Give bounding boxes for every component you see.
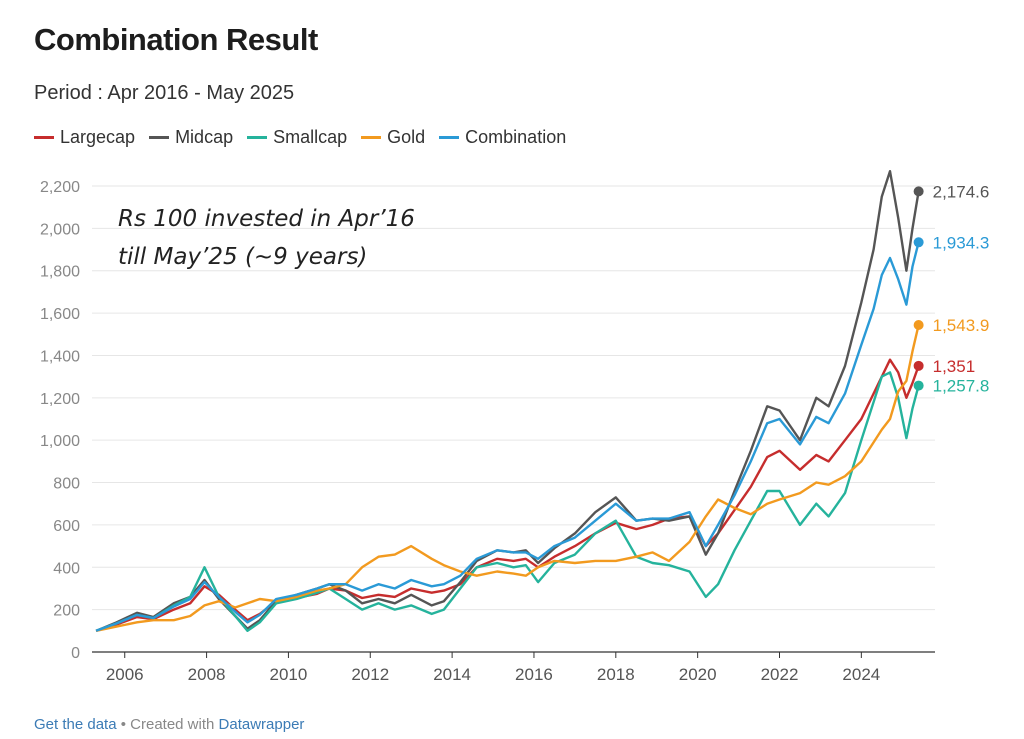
end-point-combination bbox=[913, 237, 924, 248]
datawrapper-link[interactable]: Datawrapper bbox=[218, 716, 305, 733]
y-tick-label-2200: 2,200 bbox=[40, 179, 80, 196]
legend-label-gold: Gold bbox=[387, 127, 426, 147]
legend-label-midcap: Midcap bbox=[175, 127, 234, 147]
chart-title: Combination Result bbox=[34, 22, 318, 57]
end-label-smallcap: 1,257.8 bbox=[933, 377, 990, 396]
annotation-line-1: Rs 100 invested in Apr’16 bbox=[118, 206, 415, 232]
end-label-largecap: 1,351 bbox=[933, 357, 976, 376]
end-point-midcap bbox=[913, 186, 924, 197]
end-point-largecap bbox=[913, 360, 924, 371]
x-tick-label-2024: 2024 bbox=[842, 665, 880, 684]
x-tick-label-2010: 2010 bbox=[270, 665, 308, 684]
series-line-largecap bbox=[95, 358, 920, 632]
y-tick-label-1200: 1,200 bbox=[40, 391, 80, 408]
legend-swatch-gold bbox=[361, 136, 382, 139]
end-point-smallcap bbox=[913, 380, 924, 391]
end-label-midcap: 2,174.6 bbox=[933, 182, 990, 201]
y-tick-label-1000: 1,000 bbox=[40, 433, 80, 450]
y-tick-label-600: 600 bbox=[53, 518, 80, 535]
series-line-combination bbox=[95, 242, 920, 632]
end-point-gold bbox=[913, 319, 924, 330]
legend-swatch-smallcap bbox=[247, 136, 268, 139]
series-line-smallcap bbox=[95, 371, 920, 632]
series-line-gold bbox=[95, 324, 920, 632]
legend: Largecap Midcap Smallcap Gold Combinatio… bbox=[34, 127, 566, 148]
legend-label-combination: Combination bbox=[465, 127, 567, 147]
series-line-midcap bbox=[95, 170, 920, 632]
x-tick-label-2014: 2014 bbox=[433, 665, 471, 684]
get-data-link[interactable]: Get the data bbox=[34, 716, 117, 733]
footer: Get the data • Created with Datawrapper bbox=[34, 716, 304, 733]
y-tick-label-0: 0 bbox=[71, 645, 80, 662]
x-tick-label-2020: 2020 bbox=[679, 665, 717, 684]
end-label-combination: 1,934.3 bbox=[933, 233, 990, 252]
y-tick-label-1600: 1,600 bbox=[40, 306, 80, 323]
legend-item-midcap: Midcap bbox=[149, 127, 233, 148]
legend-swatch-combination bbox=[439, 136, 460, 139]
y-tick-label-200: 200 bbox=[53, 603, 80, 620]
x-tick-label-2022: 2022 bbox=[761, 665, 799, 684]
legend-label-smallcap: Smallcap bbox=[273, 127, 348, 147]
end-label-gold: 1,543.9 bbox=[933, 316, 990, 335]
x-tick-label-2016: 2016 bbox=[515, 665, 553, 684]
legend-item-smallcap: Smallcap bbox=[247, 127, 347, 148]
x-tick-label-2006: 2006 bbox=[106, 665, 144, 684]
y-tick-label-1800: 1,800 bbox=[40, 264, 80, 281]
y-tick-label-400: 400 bbox=[53, 560, 80, 577]
legend-item-gold: Gold bbox=[361, 127, 425, 148]
legend-label-largecap: Largecap bbox=[60, 127, 136, 147]
y-tick-label-800: 800 bbox=[53, 476, 80, 493]
legend-swatch-midcap bbox=[149, 136, 170, 139]
legend-item-combination: Combination bbox=[439, 127, 566, 148]
x-tick-label-2018: 2018 bbox=[597, 665, 635, 684]
legend-item-largecap: Largecap bbox=[34, 127, 135, 148]
footer-separator: • Created with bbox=[116, 716, 219, 733]
annotation-line-2: till May’25 (~9 years) bbox=[118, 244, 367, 270]
y-tick-label-2000: 2,000 bbox=[40, 221, 80, 238]
chart-subtitle: Period : Apr 2016 - May 2025 bbox=[34, 82, 295, 104]
y-tick-label-1400: 1,400 bbox=[40, 348, 80, 365]
x-tick-label-2008: 2008 bbox=[188, 665, 226, 684]
legend-swatch-largecap bbox=[34, 136, 54, 139]
x-tick-label-2012: 2012 bbox=[351, 665, 389, 684]
